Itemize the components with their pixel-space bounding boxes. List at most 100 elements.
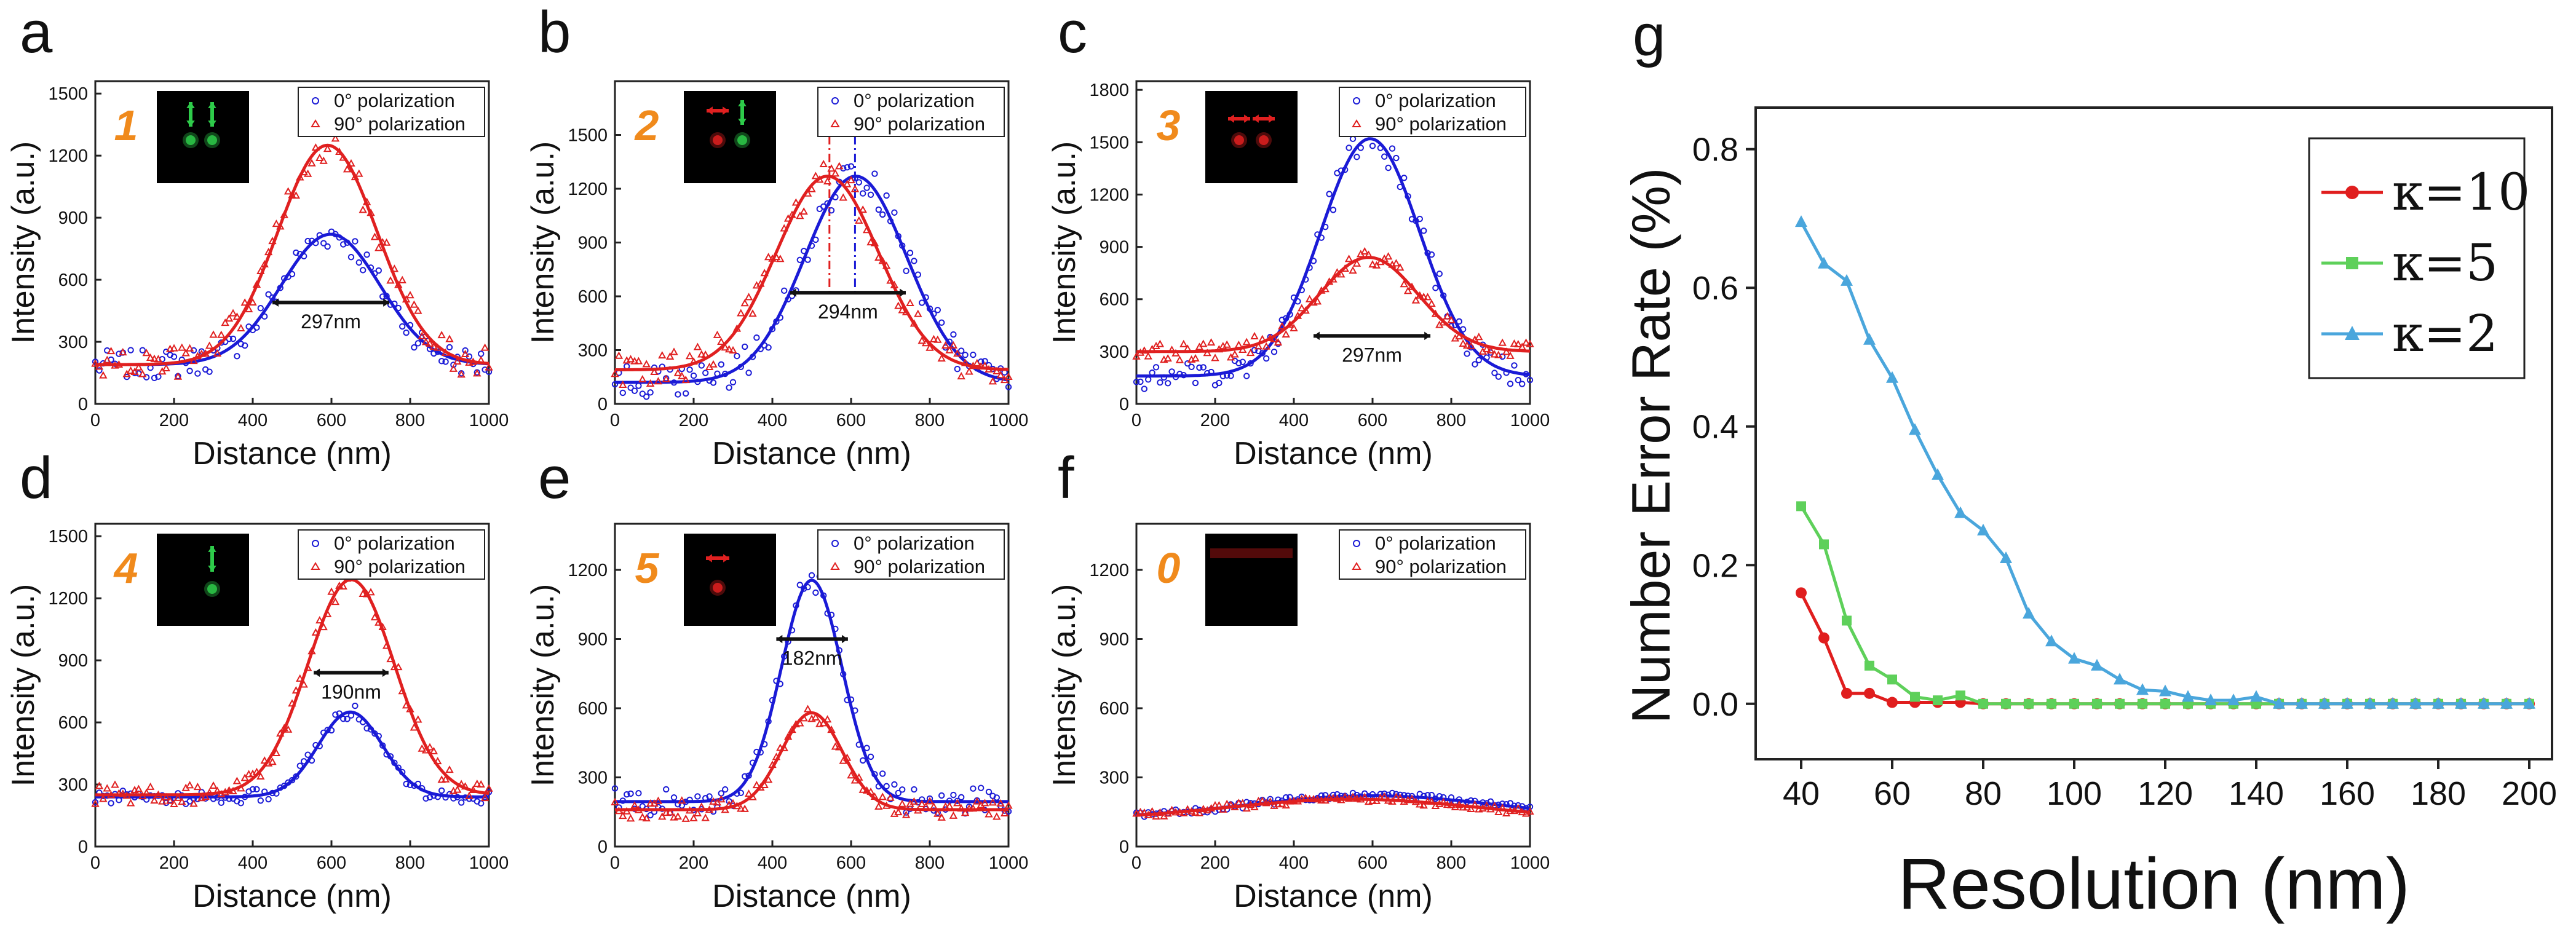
data-point <box>639 390 646 397</box>
data-point <box>320 240 327 247</box>
legend-box <box>298 87 485 137</box>
fwhm-label: 297nm <box>1342 344 1402 366</box>
x-tick-label: 0 <box>1131 411 1141 430</box>
inset-image-f <box>1205 534 1298 626</box>
x-tick-label: 600 <box>836 411 866 430</box>
y-tick-label: 1500 <box>48 84 88 104</box>
data-point <box>441 775 450 783</box>
data-point <box>194 370 201 377</box>
data-point <box>453 785 462 793</box>
data-point <box>1200 364 1207 371</box>
data-point <box>478 350 485 357</box>
data-point <box>988 377 997 385</box>
x-tick-label: 1000 <box>989 411 1029 430</box>
data-point <box>1381 153 1388 160</box>
data-point <box>473 369 482 377</box>
data-point <box>449 364 458 372</box>
data-point <box>980 799 989 807</box>
data-point <box>1157 379 1163 386</box>
data-point <box>2160 698 2170 709</box>
legend-label-90deg: 90° polarization <box>854 556 985 577</box>
fwhm-arrow-head <box>776 634 783 644</box>
green-spot <box>737 135 747 145</box>
data-point <box>1168 368 1175 375</box>
legend: κ=10 κ=5 κ=2 <box>2308 137 2530 379</box>
panel-letter: c <box>1058 0 1087 65</box>
fit-curve-line <box>95 578 489 797</box>
data-point <box>673 368 683 376</box>
data-point <box>1290 323 1298 331</box>
data-point <box>2047 698 2056 709</box>
data-point <box>242 342 248 349</box>
data-point <box>961 808 970 816</box>
data-point <box>2045 634 2058 647</box>
data-point <box>867 753 874 760</box>
data-point <box>965 367 973 375</box>
panel-b: b 0 200 400 600 800 1000 0 300 600 900 1200 1500 Dist… <box>525 0 1028 472</box>
data-point <box>1133 379 1140 385</box>
data-point <box>1396 263 1405 271</box>
data-point <box>722 786 729 793</box>
data-point <box>116 350 122 357</box>
data-point <box>685 352 694 360</box>
fwhm-arrow-head <box>382 668 389 677</box>
data-point <box>2024 698 2034 709</box>
data-point <box>734 352 740 360</box>
x-tick-label: 400 <box>1279 411 1309 430</box>
data-point <box>2478 697 2490 709</box>
data-point <box>949 341 958 349</box>
data-point <box>253 324 260 331</box>
data-point <box>950 331 957 338</box>
data-point <box>1403 286 1413 294</box>
data-point <box>1841 687 1852 699</box>
data-point <box>1462 341 1472 349</box>
data-point <box>914 309 922 317</box>
data-point <box>619 380 627 388</box>
data-point <box>970 785 977 792</box>
data-point <box>847 163 855 170</box>
data-point <box>812 589 819 596</box>
data-point <box>658 351 667 359</box>
data-point <box>1436 271 1443 277</box>
x-tick-label: 200 <box>2502 775 2557 812</box>
data-point <box>103 784 111 792</box>
data-point <box>1345 144 1352 151</box>
data-point <box>1475 333 1483 341</box>
data-point <box>201 792 210 800</box>
legend-label-0deg: 0° polarization <box>334 90 455 111</box>
data-point <box>1464 350 1470 357</box>
data-point <box>737 789 745 796</box>
series-line <box>1799 505 2529 706</box>
data-point <box>925 797 934 805</box>
fit-curve-line <box>615 579 1009 804</box>
x-tick-label: 200 <box>679 853 708 873</box>
panel-g: g 40 60 80 100 120 140 160 180 200 0.0 0.2 0.4 0.6 0.8… <box>1620 2 2557 925</box>
panel-c: c 0 200 400 600 800 1000 0 300 600 900 1200 1500 1800… <box>1047 0 1550 472</box>
data-point <box>237 800 244 807</box>
data-point <box>2455 697 2467 709</box>
x-tick-label: 400 <box>1279 853 1309 873</box>
data-point <box>1421 227 1427 234</box>
data-point <box>426 743 434 751</box>
data-point <box>2138 698 2147 709</box>
data-point <box>811 713 820 721</box>
y-tick-label: 1500 <box>1089 133 1129 152</box>
plot-frame <box>1135 523 1531 848</box>
legend-marker-triangle <box>1352 119 1361 127</box>
data-point <box>781 287 788 294</box>
data-point <box>138 369 147 377</box>
data-point <box>646 799 655 807</box>
data-point <box>429 746 438 754</box>
data-point <box>973 358 981 366</box>
inset-number-label: 2 <box>634 101 659 149</box>
data-point <box>410 300 419 308</box>
data-point <box>1526 376 1534 384</box>
legend-marker-triangle <box>830 562 840 570</box>
data-point <box>151 374 158 382</box>
data-point <box>1144 352 1152 360</box>
y-tick-label: 1200 <box>48 146 88 166</box>
data-point <box>1910 692 1920 702</box>
fwhm-arrow <box>314 668 389 677</box>
plot-frame <box>1754 106 2553 760</box>
